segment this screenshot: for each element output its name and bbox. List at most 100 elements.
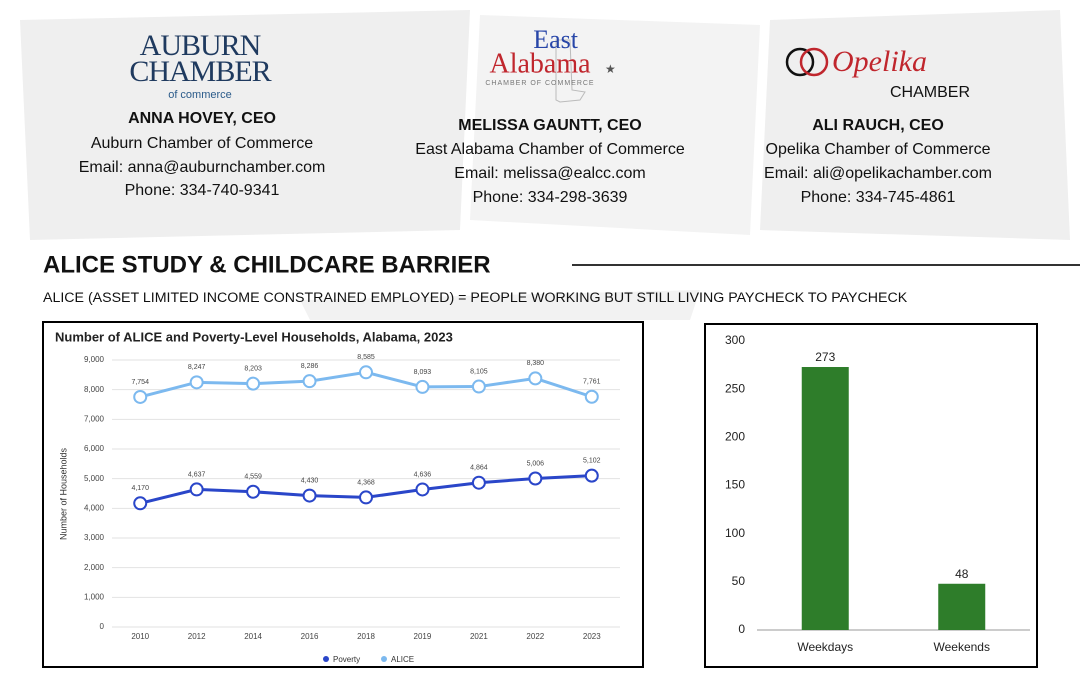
data-point <box>133 389 148 404</box>
data-label: 8,093 <box>414 369 432 376</box>
data-label: 8,286 <box>301 363 319 370</box>
bar <box>801 367 849 630</box>
data-label: 8,203 <box>244 365 262 372</box>
data-point <box>471 379 486 394</box>
y-tick-label: 3,000 <box>84 533 105 542</box>
state-outline <box>555 39 586 103</box>
legend-label: ALICE <box>391 655 414 664</box>
y-tick-label: 8,000 <box>84 385 105 394</box>
data-point <box>415 482 430 497</box>
contact-name: MELISSA GAUNTT, CEO <box>458 117 641 134</box>
x-tick-label: 2010 <box>131 632 149 641</box>
data-label: 4,637 <box>188 471 206 478</box>
bg-patch <box>20 10 470 240</box>
data-label: 8,105 <box>470 368 488 375</box>
y-tick-label: 7,000 <box>84 414 105 423</box>
opelika-logo: Opelika CHAMBER <box>785 45 970 101</box>
y-tick-label: 100 <box>725 526 745 540</box>
contact-org: Opelika Chamber of Commerce <box>766 141 991 158</box>
chart-frame <box>704 323 1038 668</box>
data-label: 8,247 <box>188 364 206 371</box>
logo-text: CHAMBER <box>129 55 271 88</box>
data-label: 5,102 <box>583 457 601 464</box>
data-point <box>189 482 204 497</box>
data-label: 48 <box>955 567 969 581</box>
chart-frame <box>42 321 644 668</box>
data-label: 273 <box>815 350 835 364</box>
y-tick-label: 150 <box>725 478 745 492</box>
logo-text: East <box>533 25 579 54</box>
y-tick-label: 50 <box>732 574 746 588</box>
contact-phone: Phone: 334-740-9341 <box>125 182 280 199</box>
data-label: 4,864 <box>470 465 488 472</box>
logo-ring <box>785 47 815 77</box>
data-point <box>528 471 543 486</box>
contact-org: Auburn Chamber of Commerce <box>91 135 313 152</box>
contact-email: Email: anna@auburnchamber.com <box>79 159 326 176</box>
y-tick-label: 9,000 <box>84 355 105 364</box>
logo-text: of commerce <box>168 89 232 101</box>
data-point <box>359 365 373 380</box>
data-label: 4,430 <box>301 477 319 484</box>
data-point <box>584 468 599 483</box>
y-tick-label: 6,000 <box>84 444 105 453</box>
contact-name: ALI RAUCH, CEO <box>812 117 944 134</box>
charts: 0 1,000 2,000 3,000 4,000 5,000 6,000 7,000 8,00… <box>84 333 1030 664</box>
auburn-logo: AUBURN CHAMBER of commerce <box>129 29 272 101</box>
data-point <box>246 484 261 499</box>
contact-phone: Phone: 334-298-3639 <box>473 189 628 206</box>
x-tick-label: 2023 <box>583 632 601 641</box>
x-tick-label: 2012 <box>188 632 206 641</box>
section-subtitle: ALICE (ASSET LIMITED INCOME CONSTRAINED … <box>43 290 908 306</box>
x-tick-label: Weekdays <box>797 640 853 654</box>
logo-text: CHAMBER <box>890 84 970 101</box>
bg-patch <box>300 290 700 320</box>
y-tick-label: 0 <box>738 622 745 636</box>
data-point <box>133 496 148 511</box>
data-label: 7,761 <box>583 379 601 386</box>
contact-email: Email: ali@opelikachamber.com <box>764 165 992 182</box>
y-tick-label: 300 <box>725 333 745 347</box>
logo-text: Alabama <box>489 48 591 79</box>
legend-swatch <box>323 656 329 662</box>
bar <box>938 583 986 630</box>
y-tick-label: 0 <box>100 622 105 631</box>
logo-ring <box>799 47 829 77</box>
data-point <box>246 376 261 391</box>
x-tick-label: Weekends <box>934 640 990 654</box>
y-tick-label: 4,000 <box>84 503 105 512</box>
contact-org: East Alabama Chamber of Commerce <box>415 141 685 158</box>
x-tick-label: 2022 <box>526 632 544 641</box>
logo-text: AUBURN <box>140 29 261 62</box>
x-tick-label: 2016 <box>301 632 319 641</box>
chart-title: Number of ALICE and Poverty-Level Househ… <box>55 329 453 344</box>
star: ★ <box>605 62 616 76</box>
contact-email: Email: melissa@ealcc.com <box>454 165 645 182</box>
east-alabama-logo: East Alabama ★ CHAMBER OF COMMERCE <box>485 25 616 103</box>
y-tick-label: 250 <box>725 381 745 395</box>
contact-phone: Phone: 334-745-4861 <box>801 189 956 206</box>
bg-patch <box>470 15 760 235</box>
x-tick-label: 2014 <box>244 632 262 641</box>
data-point <box>415 379 430 394</box>
background <box>20 10 1070 320</box>
data-label: 8,380 <box>527 360 545 367</box>
legend-label: Poverty <box>333 655 360 664</box>
data-point <box>584 389 599 404</box>
y-tick-label: 1,000 <box>84 592 105 601</box>
data-point <box>302 488 317 503</box>
y-tick-label: 2,000 <box>84 563 105 572</box>
data-point <box>302 374 317 389</box>
logo-text: CHAMBER OF COMMERCE <box>485 80 594 87</box>
x-tick-label: 2019 <box>414 632 432 641</box>
data-point <box>528 371 543 386</box>
contacts: ANNA HOVEY, CEO Auburn Chamber of Commer… <box>79 110 992 206</box>
y-tick-label: 200 <box>725 430 745 444</box>
data-label: 7,754 <box>131 379 149 386</box>
legend-swatch <box>381 656 387 662</box>
logo-text: Opelika <box>832 45 927 78</box>
data-point <box>359 490 373 505</box>
data-label: 8,585 <box>357 354 375 361</box>
data-label: 4,368 <box>357 479 375 486</box>
